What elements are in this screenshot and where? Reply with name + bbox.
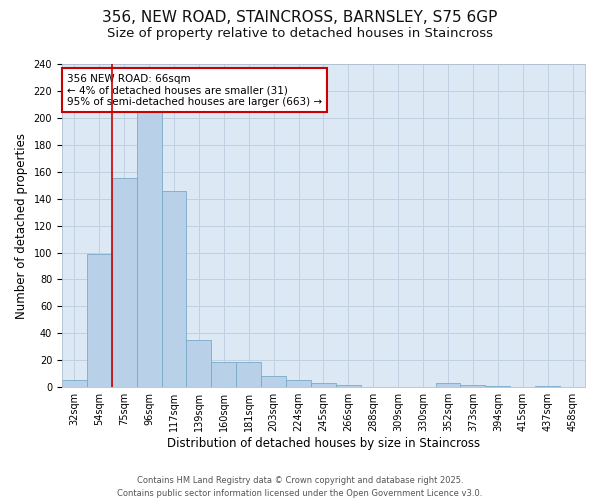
Bar bbox=[211, 362, 236, 387]
Bar bbox=[62, 380, 87, 387]
Text: 356 NEW ROAD: 66sqm
← 4% of detached houses are smaller (31)
95% of semi-detache: 356 NEW ROAD: 66sqm ← 4% of detached hou… bbox=[67, 74, 322, 107]
Bar bbox=[460, 384, 485, 387]
Bar bbox=[112, 178, 137, 387]
Bar bbox=[485, 386, 510, 387]
X-axis label: Distribution of detached houses by size in Staincross: Distribution of detached houses by size … bbox=[167, 437, 480, 450]
Bar bbox=[236, 362, 261, 387]
Bar bbox=[261, 376, 286, 387]
Bar bbox=[137, 111, 161, 387]
Bar bbox=[535, 386, 560, 387]
Text: 356, NEW ROAD, STAINCROSS, BARNSLEY, S75 6GP: 356, NEW ROAD, STAINCROSS, BARNSLEY, S75… bbox=[103, 10, 497, 25]
Bar bbox=[336, 384, 361, 387]
Text: Size of property relative to detached houses in Staincross: Size of property relative to detached ho… bbox=[107, 28, 493, 40]
Bar bbox=[286, 380, 311, 387]
Text: Contains HM Land Registry data © Crown copyright and database right 2025.
Contai: Contains HM Land Registry data © Crown c… bbox=[118, 476, 482, 498]
Bar bbox=[436, 383, 460, 387]
Bar bbox=[161, 190, 187, 387]
Y-axis label: Number of detached properties: Number of detached properties bbox=[15, 132, 28, 318]
Bar bbox=[311, 383, 336, 387]
Bar bbox=[187, 340, 211, 387]
Bar bbox=[87, 254, 112, 387]
